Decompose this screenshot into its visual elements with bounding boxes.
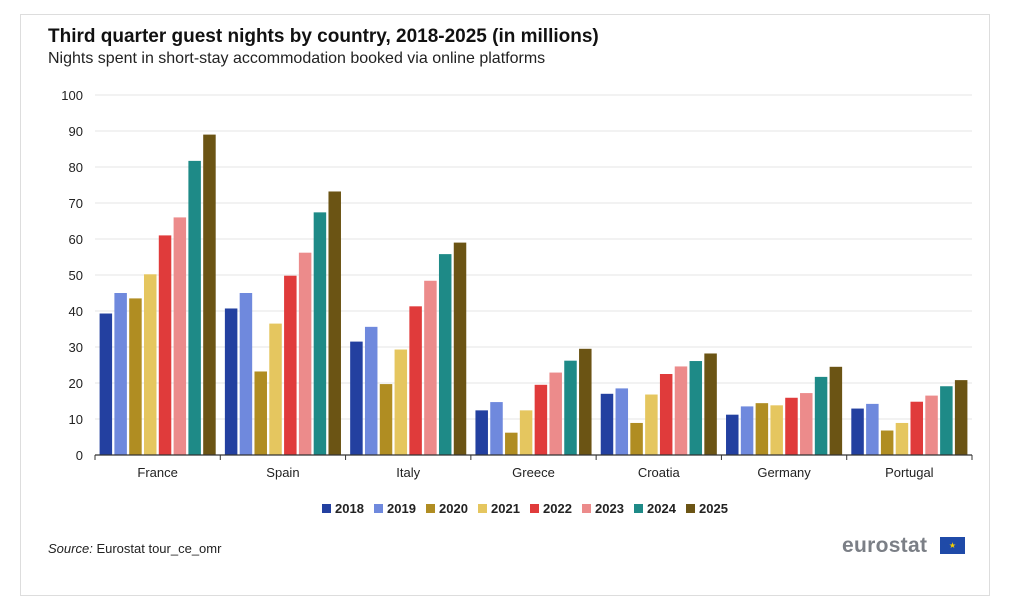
bar-france-2024 <box>188 160 201 455</box>
source-label: Source: <box>48 541 93 556</box>
bar-greece-2025 <box>579 348 592 455</box>
bar-italy-2025 <box>453 242 467 455</box>
x-tick-label: France <box>137 465 177 480</box>
legend-swatch-2023 <box>582 504 591 513</box>
legend-label-2023: 2023 <box>595 501 624 516</box>
legend-swatch-2019 <box>374 504 383 513</box>
y-tick-label: 100 <box>61 88 83 103</box>
legend-swatch-2025 <box>686 504 695 513</box>
bar-germany-2021 <box>770 405 783 455</box>
legend-label-2022: 2022 <box>543 501 572 516</box>
bar-italy-2024 <box>438 254 452 455</box>
bar-greece-2020 <box>505 432 518 455</box>
bar-greece-2023 <box>549 372 562 455</box>
bar-france-2022 <box>158 235 172 455</box>
bar-germany-2024 <box>814 376 828 455</box>
bar-italy-2019 <box>364 326 378 455</box>
bar-croatia-2018 <box>600 393 614 455</box>
bar-germany-2018 <box>726 414 739 455</box>
bar-italy-2022 <box>409 306 422 455</box>
y-tick-label: 30 <box>69 340 83 355</box>
bar-portugal-2020 <box>880 430 894 455</box>
legend-swatch-2021 <box>478 504 487 513</box>
source-text: Eurostat tour_ce_omr <box>96 541 222 556</box>
eurostat-logo: eurostat <box>842 534 928 557</box>
bar-greece-2018 <box>475 410 488 455</box>
legend-label-2020: 2020 <box>439 501 468 516</box>
bar-portugal-2018 <box>851 408 864 455</box>
bar-croatia-2025 <box>704 353 717 455</box>
bar-italy-2018 <box>350 341 363 455</box>
legend-swatch-2022 <box>530 504 539 513</box>
y-tick-label: 10 <box>69 412 83 427</box>
y-tick-label: 80 <box>69 160 83 175</box>
legend-label-2024: 2024 <box>647 501 677 516</box>
chart-subtitle: Nights spent in short-stay accommodation… <box>48 50 546 67</box>
eu-flag-icon: ★ <box>940 537 965 554</box>
bar-portugal-2025 <box>954 380 968 455</box>
bar-croatia-2019 <box>615 388 629 455</box>
bar-spain-2025 <box>328 191 341 456</box>
x-tick-label: Italy <box>396 465 420 480</box>
chart-title: Third quarter guest nights by country, 2… <box>48 26 599 47</box>
bar-greece-2024 <box>564 360 577 455</box>
bar-croatia-2021 <box>645 394 658 455</box>
x-tick-label: Spain <box>266 465 299 480</box>
bar-italy-2020 <box>379 384 393 455</box>
bar-greece-2022 <box>534 384 548 455</box>
x-tick-label: Portugal <box>885 465 934 480</box>
bar-france-2025 <box>203 134 216 455</box>
bar-greece-2021 <box>519 410 533 455</box>
bar-portugal-2024 <box>940 386 953 455</box>
y-tick-label: 50 <box>69 268 83 283</box>
x-tick-label: Croatia <box>638 465 681 480</box>
bar-spain-2023 <box>298 252 312 455</box>
bar-portugal-2023 <box>925 395 938 455</box>
bar-france-2019 <box>114 293 127 455</box>
bar-germany-2023 <box>800 393 813 455</box>
bar-portugal-2022 <box>910 401 924 455</box>
source-note: Source: Eurostat tour_ce_omr <box>48 541 221 556</box>
y-tick-label: 60 <box>69 232 83 247</box>
x-tick-label: Greece <box>512 465 555 480</box>
bar-germany-2020 <box>755 403 769 455</box>
bar-croatia-2023 <box>674 366 688 455</box>
legend-swatch-2024 <box>634 504 643 513</box>
bar-germany-2022 <box>785 397 798 455</box>
bar-spain-2019 <box>239 293 253 455</box>
bar-portugal-2019 <box>866 403 879 455</box>
bar-portugal-2021 <box>895 422 909 455</box>
y-tick-label: 70 <box>69 196 83 211</box>
y-tick-label: 20 <box>69 376 83 391</box>
y-tick-label: 90 <box>69 124 83 139</box>
legend-swatch-2018 <box>322 504 331 513</box>
y-tick-label: 40 <box>69 304 83 319</box>
bar-greece-2019 <box>490 402 503 455</box>
bar-italy-2023 <box>424 280 437 455</box>
bar-chart: 0 10 20 30 40 50 60 70 80 90 100 France Spain Italy Gr… <box>61 88 973 516</box>
bar-france-2023 <box>173 217 187 455</box>
legend-label-2025: 2025 <box>699 501 728 516</box>
bar-croatia-2024 <box>689 361 703 455</box>
bar-france-2018 <box>99 313 113 455</box>
bar-france-2020 <box>129 298 142 455</box>
bar-croatia-2022 <box>659 374 673 455</box>
bar-croatia-2020 <box>630 422 643 455</box>
legend-label-2021: 2021 <box>491 501 520 516</box>
bar-germany-2019 <box>740 406 754 455</box>
bar-spain-2022 <box>284 275 297 455</box>
x-tick-label: Germany <box>757 465 811 480</box>
bar-spain-2021 <box>269 323 282 455</box>
y-tick-label: 0 <box>76 448 83 463</box>
legend-label-2019: 2019 <box>387 501 416 516</box>
bar-italy-2021 <box>394 349 408 455</box>
bar-france-2021 <box>143 274 157 455</box>
bar-spain-2018 <box>224 308 238 455</box>
legend-swatch-2020 <box>426 504 435 513</box>
bar-germany-2025 <box>829 366 843 455</box>
bar-spain-2024 <box>313 212 327 455</box>
bar-spain-2020 <box>254 371 267 455</box>
legend-label-2018: 2018 <box>335 501 364 516</box>
